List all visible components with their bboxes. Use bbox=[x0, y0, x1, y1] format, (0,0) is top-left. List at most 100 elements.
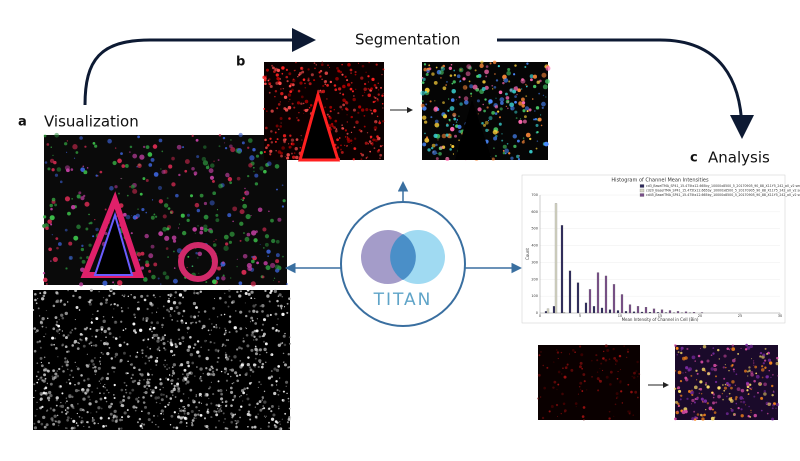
texture-dot bbox=[168, 297, 170, 300]
texture-dot bbox=[186, 360, 190, 365]
texture-dot bbox=[151, 389, 155, 393]
texture-dot bbox=[192, 399, 195, 402]
texture-dot bbox=[423, 63, 427, 66]
texture-dot bbox=[112, 292, 116, 295]
texture-dot bbox=[271, 238, 276, 244]
texture-dot bbox=[513, 144, 517, 148]
texture-dot bbox=[147, 356, 150, 360]
texture-dot bbox=[104, 208, 107, 211]
texture-dot bbox=[493, 136, 498, 141]
texture-dot bbox=[51, 168, 55, 172]
texture-dot bbox=[205, 403, 209, 406]
texture-dot bbox=[39, 376, 43, 380]
texture-dot bbox=[39, 392, 43, 396]
texture-dot bbox=[155, 333, 159, 337]
texture-dot bbox=[499, 107, 503, 111]
texture-dot bbox=[363, 87, 367, 91]
texture-dot bbox=[227, 213, 232, 218]
texture-dot bbox=[171, 182, 176, 187]
texture-dot bbox=[179, 410, 181, 412]
texture-dot bbox=[704, 383, 707, 386]
texture-dot bbox=[203, 310, 207, 313]
texture-shape bbox=[178, 242, 218, 282]
texture-dot bbox=[150, 157, 155, 162]
texture-dot bbox=[271, 64, 274, 67]
texture-dot bbox=[64, 196, 71, 202]
texture-dot bbox=[275, 368, 280, 372]
texture-dot bbox=[54, 372, 58, 376]
texture-dot bbox=[748, 405, 750, 408]
texture-dot bbox=[126, 343, 129, 346]
texture-dot bbox=[372, 138, 376, 142]
texture-dot bbox=[581, 367, 584, 370]
texture-dot bbox=[367, 143, 370, 145]
texture-dot bbox=[128, 151, 131, 153]
texture-dot bbox=[78, 342, 80, 345]
texture-dot bbox=[200, 402, 203, 404]
texture-dot bbox=[561, 392, 564, 396]
texture-dot bbox=[234, 413, 237, 416]
bar bbox=[552, 306, 556, 314]
texture-dot bbox=[274, 131, 277, 134]
texture-dot bbox=[168, 401, 171, 404]
bar bbox=[624, 311, 628, 314]
texture-dot bbox=[286, 156, 290, 160]
texture-dot bbox=[162, 271, 167, 276]
texture-dot bbox=[62, 334, 66, 337]
texture-dot bbox=[189, 322, 193, 325]
texture-dot bbox=[634, 390, 638, 394]
bar bbox=[628, 304, 632, 314]
texture-dot bbox=[86, 388, 90, 392]
texture-dot bbox=[59, 301, 62, 303]
texture-dot bbox=[90, 344, 93, 347]
texture-dot bbox=[717, 348, 720, 352]
texture-dot bbox=[67, 290, 69, 292]
texture-dot bbox=[47, 362, 50, 364]
texture-dot bbox=[623, 345, 626, 348]
texture-dot bbox=[358, 128, 361, 132]
texture-dot bbox=[615, 392, 619, 395]
texture-dot bbox=[55, 320, 59, 324]
texture-dot bbox=[435, 157, 439, 161]
texture-dot bbox=[438, 151, 442, 156]
texture-dot bbox=[762, 353, 766, 357]
texture-dot bbox=[220, 410, 223, 412]
texture-dot bbox=[253, 256, 256, 258]
texture-dot bbox=[215, 404, 218, 407]
texture-dot bbox=[374, 122, 376, 124]
texture-dot bbox=[277, 393, 280, 396]
texture-dot bbox=[179, 416, 183, 420]
texture-dot bbox=[54, 420, 56, 422]
texture-dot bbox=[111, 419, 115, 422]
texture-dot bbox=[251, 319, 254, 322]
texture-dot bbox=[606, 349, 610, 353]
texture-dot bbox=[151, 336, 154, 339]
texture-dot bbox=[299, 81, 303, 85]
texture-dot bbox=[245, 327, 247, 329]
texture-dot bbox=[434, 119, 439, 124]
texture-dot bbox=[141, 425, 143, 428]
texture-dot bbox=[79, 282, 84, 287]
texture-dot bbox=[279, 78, 282, 80]
texture-dot bbox=[120, 388, 124, 392]
texture-dot bbox=[160, 168, 162, 170]
texture-dot bbox=[275, 384, 278, 386]
texture-dot bbox=[77, 403, 79, 405]
texture-dot bbox=[313, 79, 316, 82]
texture-dot bbox=[194, 375, 196, 377]
texture-dot bbox=[239, 290, 242, 293]
texture-dot bbox=[608, 410, 611, 413]
texture-dot bbox=[505, 96, 510, 100]
texture-dot bbox=[368, 62, 370, 64]
texture-dot bbox=[420, 90, 426, 96]
texture-dot bbox=[139, 328, 143, 332]
texture-dot bbox=[161, 169, 166, 175]
texture-dot bbox=[740, 414, 744, 418]
texture-dot bbox=[254, 415, 258, 419]
texture-dot bbox=[350, 131, 353, 134]
texture-dot bbox=[734, 384, 736, 386]
texture-dot bbox=[308, 106, 311, 109]
texture-dot bbox=[133, 295, 137, 299]
texture-dot bbox=[583, 419, 585, 421]
texture-dot bbox=[346, 121, 349, 123]
